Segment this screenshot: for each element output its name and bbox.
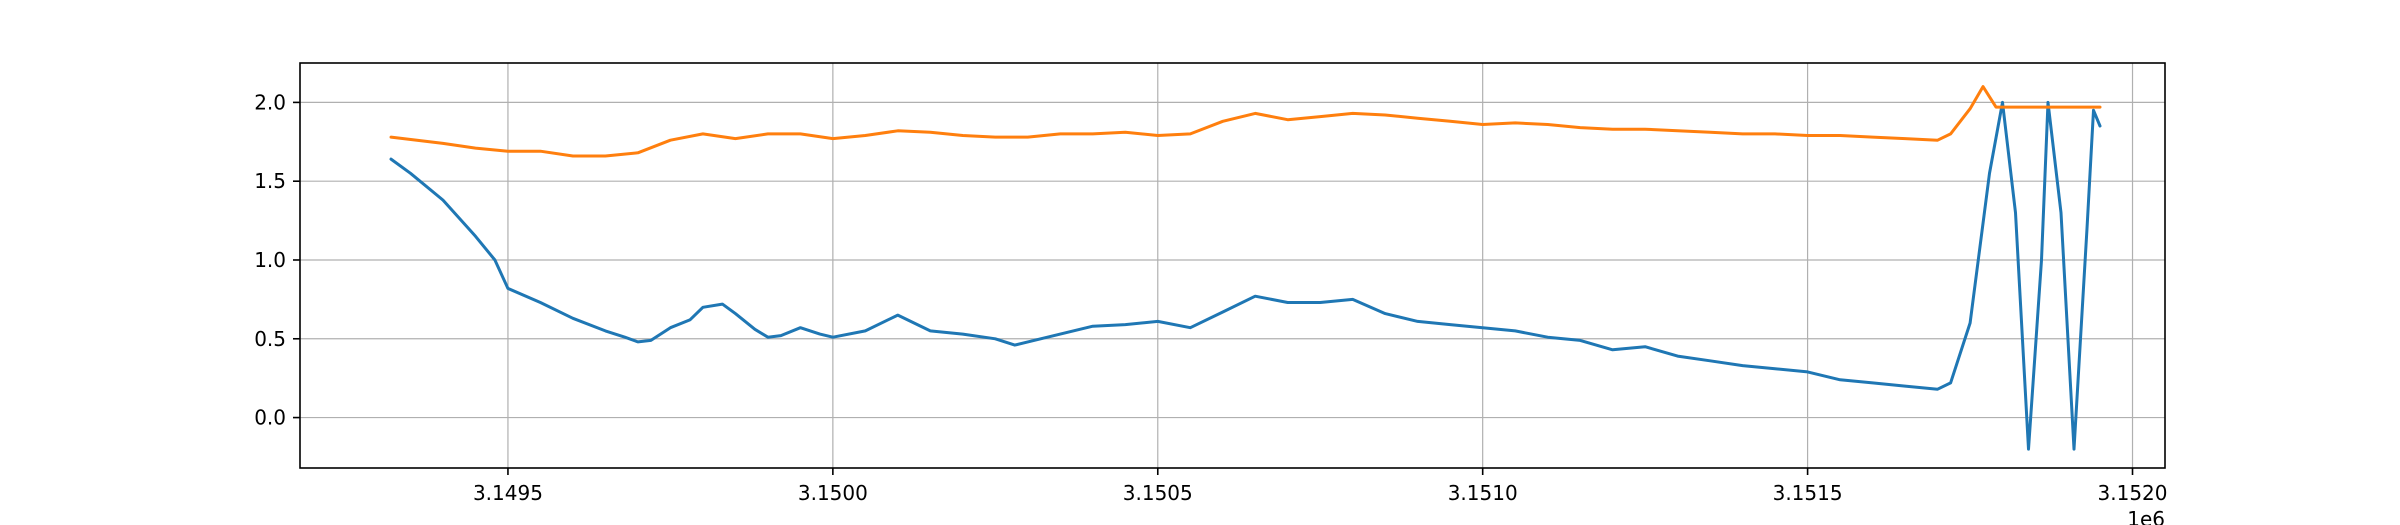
- y-tick-label: 2.0: [254, 90, 286, 114]
- x-tick-label: 3.1500: [798, 481, 868, 505]
- x-tick-label: 3.1505: [1123, 481, 1193, 505]
- y-tick-label: 0.5: [254, 327, 286, 351]
- series-layer: [389, 85, 2102, 451]
- x-tick-label: 3.1495: [473, 481, 543, 505]
- y-tick-label: 0.0: [254, 406, 286, 430]
- x-tick-label: 3.1515: [1773, 481, 1843, 505]
- series-line-2: [389, 85, 2102, 158]
- y-tick-label: 1.0: [254, 248, 286, 272]
- grid-layer: [300, 63, 2165, 468]
- x-tick-label: 3.1510: [1448, 481, 1518, 505]
- x-tick-label: 3.1520: [2098, 481, 2168, 505]
- y-tick-label: 1.5: [254, 169, 286, 193]
- x-offset-label: 1e6: [2127, 507, 2165, 525]
- tick-layer: 3.1495 3.1500 3.1505 3.1510 3.1515 3.1520 0.0 0…: [254, 90, 2167, 505]
- series-line-1: [389, 100, 2102, 451]
- axes-frame: [299, 62, 2166, 469]
